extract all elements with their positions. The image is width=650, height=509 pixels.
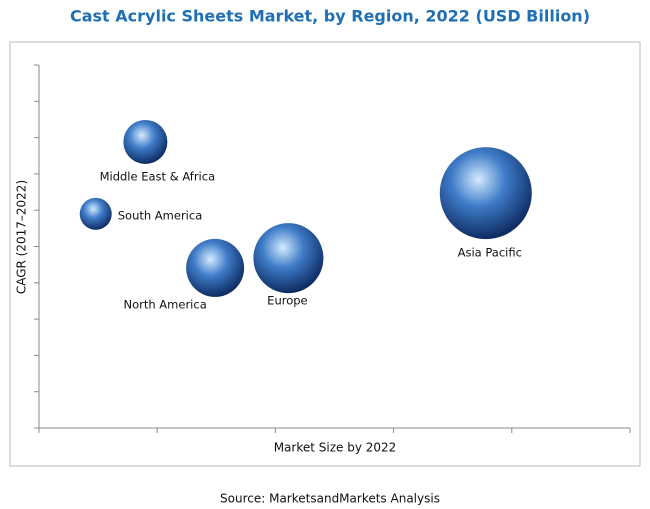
bubble bbox=[186, 238, 245, 297]
chart-title: Cast Acrylic Sheets Market, by Region, 2… bbox=[70, 7, 590, 26]
y-axis-label: CAGR (2017–2022) bbox=[15, 180, 29, 294]
plot-frame bbox=[9, 41, 641, 467]
x-axis-label: Market Size by 2022 bbox=[274, 441, 397, 455]
bubble-label: South America bbox=[118, 208, 203, 222]
bubble-label: Middle East & Africa bbox=[100, 169, 216, 183]
bubble bbox=[439, 147, 532, 240]
bubble-label: Europe bbox=[267, 294, 307, 308]
source-note: Source: MarketsandMarkets Analysis bbox=[220, 492, 440, 506]
bubble-label: Asia Pacific bbox=[458, 246, 522, 260]
bubble-label: North America bbox=[123, 297, 206, 311]
bubble bbox=[253, 223, 324, 294]
bubble bbox=[79, 197, 112, 230]
bubble bbox=[123, 119, 168, 164]
